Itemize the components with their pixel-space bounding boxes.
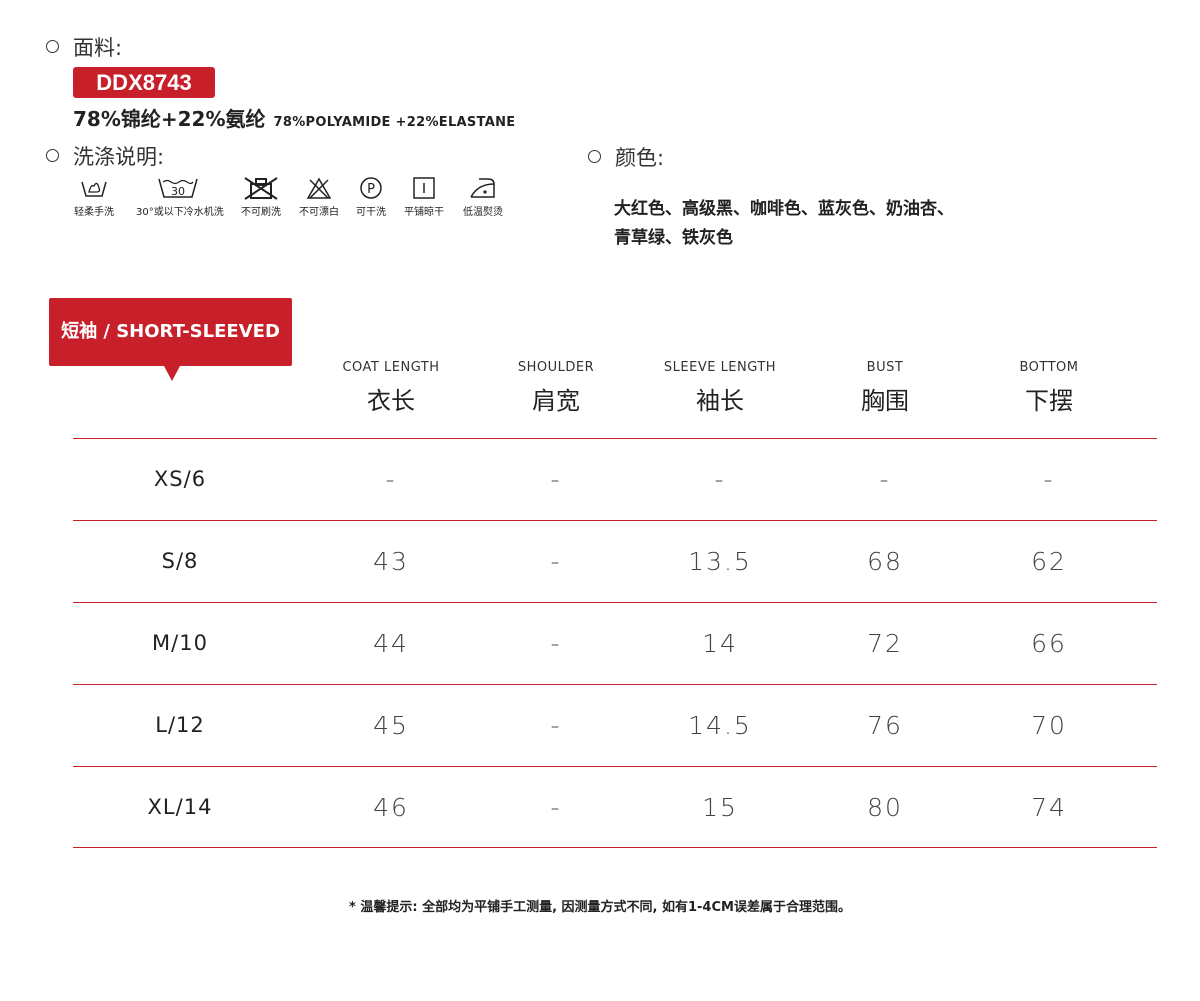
table-cell: - xyxy=(385,465,397,494)
tag-pointer xyxy=(164,366,180,381)
color-line: 大红色、高级黑、咖啡色、蓝灰色、奶油杏、 xyxy=(614,199,954,219)
column-header: BUST 胸围 xyxy=(805,360,965,416)
no-brush-icon: 不可刷洗 xyxy=(221,176,301,218)
column-header: SLEEVE LENGTH 袖长 xyxy=(640,360,800,416)
table-cell: - xyxy=(714,465,726,494)
column-header: BOTTOM 下摆 xyxy=(969,360,1129,416)
size-label: M/10 xyxy=(152,631,208,655)
column-header-zh: 下摆 xyxy=(1025,387,1073,415)
row-divider xyxy=(73,520,1157,521)
row-divider xyxy=(73,684,1157,685)
column-header: COAT LENGTH 衣长 xyxy=(311,360,471,416)
machine-wash-30-icon: 30 30°或以下冷水机洗 xyxy=(136,176,224,218)
table-cell: 80 xyxy=(867,793,903,822)
no-bleach-icon: 不可漂白 xyxy=(279,176,359,218)
column-header-zh: 衣长 xyxy=(367,387,415,415)
color-line: 青草绿、铁灰色 xyxy=(614,228,733,248)
care-icon-label: 平铺晾干 xyxy=(404,207,444,218)
table-cell: - xyxy=(879,465,891,494)
table-cell: 66 xyxy=(1031,629,1067,658)
column-header-zh: 袖长 xyxy=(696,387,744,415)
size-label: S/8 xyxy=(161,549,199,573)
column-header-zh: 肩宽 xyxy=(532,387,580,415)
color-label: 颜色: xyxy=(615,146,665,170)
row-divider xyxy=(73,766,1157,767)
table-cell: 70 xyxy=(1031,711,1067,740)
column-header: SHOULDER 肩宽 xyxy=(476,360,636,416)
table-cell: 15 xyxy=(702,793,738,822)
bullet-icon xyxy=(588,150,601,163)
care-icon-label: 低温熨烫 xyxy=(463,207,503,218)
table-cell: 62 xyxy=(1031,547,1067,576)
column-header-en: BUST xyxy=(866,360,904,375)
table-cell: 13.5 xyxy=(688,547,752,576)
row-divider xyxy=(73,602,1157,603)
column-header-en: SLEEVE LENGTH xyxy=(663,360,777,375)
sleeve-type-tag: 短袖 / SHORT-SLEEVED xyxy=(49,298,292,366)
table-cell: 46 xyxy=(373,793,409,822)
row-divider xyxy=(73,438,1157,439)
measurement-note: * 温馨提示: 全部均为平铺手工测量, 因测量方式不同, 如有1-4CM误差属于… xyxy=(349,900,851,915)
composition-en: 78%POLYAMIDE +22%ELASTANE xyxy=(273,115,516,130)
table-cell: 44 xyxy=(373,629,409,658)
care-icon-label: 30°或以下冷水机洗 xyxy=(136,207,224,218)
column-header-en: BOTTOM xyxy=(1019,360,1079,375)
table-cell: 45 xyxy=(373,711,409,740)
color-list: 大红色、高级黑、咖啡色、蓝灰色、奶油杏、 青草绿、铁灰色 xyxy=(614,195,954,253)
flat-dry-icon: 平铺晾干 xyxy=(384,176,464,218)
fabric-label: 面料: xyxy=(73,36,123,60)
table-cell: 72 xyxy=(867,629,903,658)
table-cell: - xyxy=(1043,465,1055,494)
care-icon-label: 可干洗 xyxy=(356,207,386,218)
low-iron-icon: 低温熨烫 xyxy=(443,176,523,218)
table-cell: 74 xyxy=(1031,793,1067,822)
table-cell: 68 xyxy=(867,547,903,576)
table-cell: - xyxy=(550,547,562,576)
table-cell: - xyxy=(550,629,562,658)
size-label: XL/14 xyxy=(147,795,213,819)
table-cell: 76 xyxy=(867,711,903,740)
care-icon-label: 不可漂白 xyxy=(299,207,339,218)
row-divider xyxy=(73,847,1157,848)
care-icon-label: 轻柔手洗 xyxy=(74,207,114,218)
table-cell: 14.5 xyxy=(688,711,752,740)
hand-wash-icon: 轻柔手洗 xyxy=(54,176,134,218)
size-label: L/12 xyxy=(155,713,205,737)
fabric-composition: 78%锦纶+22%氨纶 78%POLYAMIDE +22%ELASTANE xyxy=(73,103,515,132)
table-cell: 14 xyxy=(702,629,738,658)
size-label: XS/6 xyxy=(153,467,207,491)
dry-clean-p-icon: P 可干洗 xyxy=(331,176,411,218)
table-cell: 43 xyxy=(373,547,409,576)
column-header-en: SHOULDER xyxy=(517,360,595,375)
care-icon-label: 不可刷洗 xyxy=(241,207,281,218)
composition-zh: 78%锦纶+22%氨纶 xyxy=(73,107,266,131)
bullet-icon xyxy=(46,149,59,162)
bullet-icon xyxy=(46,40,59,53)
table-cell: - xyxy=(550,711,562,740)
table-cell: - xyxy=(550,465,562,494)
table-cell: - xyxy=(550,793,562,822)
column-header-zh: 胸围 xyxy=(861,387,909,415)
fabric-code-badge: DDX8743 xyxy=(73,67,215,98)
column-header-en: COAT LENGTH xyxy=(342,360,440,375)
dry-clean-letter: P xyxy=(367,182,375,197)
wash-temp: 30 xyxy=(171,185,185,198)
care-label: 洗涤说明: xyxy=(73,145,165,169)
